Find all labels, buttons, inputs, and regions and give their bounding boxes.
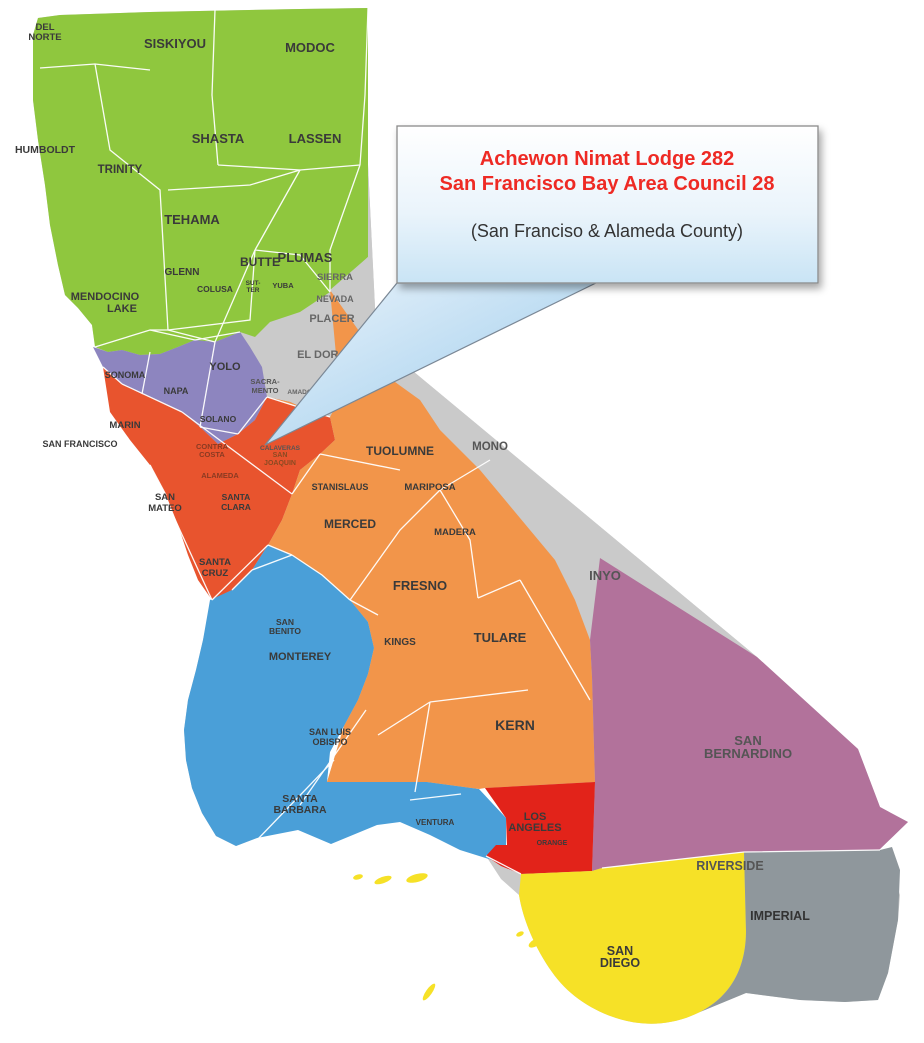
svg-text:SAN: SAN (155, 492, 175, 503)
svg-text:TUOLUMNE: TUOLUMNE (366, 444, 434, 458)
svg-text:YOLO: YOLO (209, 361, 241, 373)
svg-text:SANTA: SANTA (222, 492, 251, 502)
svg-text:KERN: KERN (495, 717, 535, 733)
svg-text:SHASTA: SHASTA (192, 131, 245, 146)
svg-text:SOLANO: SOLANO (200, 414, 237, 424)
svg-text:SONOMA: SONOMA (105, 370, 146, 380)
svg-text:SANTA: SANTA (199, 557, 231, 568)
svg-text:GLENN: GLENN (165, 267, 200, 278)
svg-text:CALAVERAS: CALAVERAS (260, 445, 301, 452)
svg-text:TER: TER (247, 287, 260, 294)
svg-text:San Francisco Bay Area Council: San Francisco Bay Area Council 28 (440, 173, 775, 195)
svg-text:HUMBOLDT: HUMBOLDT (15, 144, 76, 156)
svg-text:FRESNO: FRESNO (393, 578, 447, 593)
svg-text:MENTO: MENTO (252, 386, 279, 395)
svg-text:NAPA: NAPA (164, 386, 189, 396)
svg-text:YUBA: YUBA (272, 281, 294, 290)
svg-text:VENTURA: VENTURA (416, 818, 455, 827)
svg-text:CLARA: CLARA (221, 502, 251, 512)
svg-text:PLACER: PLACER (309, 313, 354, 325)
svg-text:ALAMEDA: ALAMEDA (201, 471, 239, 480)
svg-text:IMPERIAL: IMPERIAL (750, 909, 810, 923)
svg-text:TRINITY: TRINITY (98, 164, 143, 176)
svg-text:INYO: INYO (589, 568, 621, 583)
svg-text:PLUMAS: PLUMAS (278, 250, 333, 265)
svg-text:MERCED: MERCED (324, 517, 376, 531)
svg-text:BUTTE: BUTTE (240, 255, 280, 269)
svg-text:BENITO: BENITO (269, 626, 301, 636)
svg-text:COSTA: COSTA (199, 450, 225, 459)
svg-text:SACRA-: SACRA- (250, 377, 280, 386)
svg-text:ORANGE: ORANGE (537, 840, 568, 847)
svg-text:OBISPO: OBISPO (312, 737, 347, 747)
svg-text:LAKE: LAKE (107, 303, 137, 315)
svg-text:SISKIYOU: SISKIYOU (144, 36, 206, 51)
svg-text:SUT-: SUT- (246, 280, 261, 287)
svg-text:COLUSA: COLUSA (197, 284, 233, 294)
svg-text:SAN FRANCISCO: SAN FRANCISCO (42, 439, 117, 449)
svg-text:RIVERSIDE: RIVERSIDE (696, 859, 763, 873)
svg-text:MONO: MONO (472, 441, 508, 453)
svg-text:KINGS: KINGS (384, 637, 416, 648)
svg-text:CRUZ: CRUZ (202, 568, 229, 579)
svg-text:SAN LUIS: SAN LUIS (309, 727, 351, 737)
svg-text:TULARE: TULARE (474, 630, 527, 645)
svg-text:STANISLAUS: STANISLAUS (312, 482, 369, 492)
svg-text:NEVADA: NEVADA (316, 294, 354, 304)
svg-text:DIEGO: DIEGO (600, 956, 641, 970)
svg-text:MARIPOSA: MARIPOSA (404, 482, 455, 493)
svg-text:TEHAMA: TEHAMA (164, 212, 220, 227)
svg-text:MENDOCINO: MENDOCINO (71, 291, 140, 303)
svg-text:BERNARDINO: BERNARDINO (704, 746, 792, 761)
svg-text:MODOC: MODOC (285, 40, 335, 55)
svg-text:BARBARA: BARBARA (273, 804, 326, 816)
svg-text:MARIN: MARIN (109, 420, 140, 431)
svg-text:JOAQUIN: JOAQUIN (264, 460, 296, 467)
svg-text:ANGELES: ANGELES (508, 822, 561, 834)
svg-text:Achewon Nimat Lodge 282: Achewon Nimat Lodge 282 (480, 148, 735, 170)
svg-text:SIERRA: SIERRA (317, 272, 353, 283)
svg-text:SAN: SAN (273, 452, 288, 459)
svg-text:MADERA: MADERA (434, 527, 476, 538)
svg-text:(San Franciso & Alameda County: (San Franciso & Alameda County) (471, 221, 743, 241)
svg-text:NORTE: NORTE (28, 32, 61, 43)
svg-text:MATEO: MATEO (148, 503, 182, 514)
svg-text:LASSEN: LASSEN (289, 131, 342, 146)
svg-text:MONTEREY: MONTEREY (269, 651, 332, 663)
